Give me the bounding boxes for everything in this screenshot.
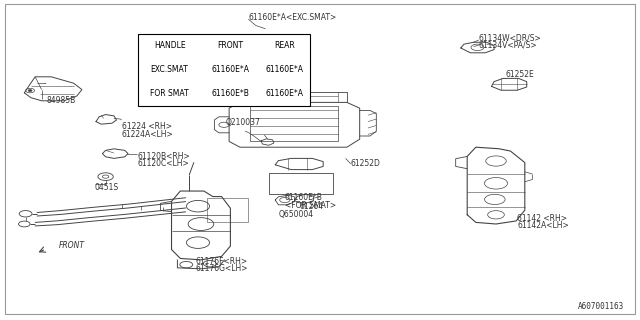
Text: 61160E*B: 61160E*B (285, 193, 323, 202)
Text: <FOR SMAT>: <FOR SMAT> (285, 201, 336, 210)
Text: 61134W<DR/S>: 61134W<DR/S> (479, 33, 541, 42)
Text: 61160E*A: 61160E*A (266, 65, 304, 74)
Text: A607001163: A607001163 (578, 302, 624, 311)
Text: FRONT: FRONT (59, 241, 85, 250)
Circle shape (28, 90, 32, 92)
Text: 61224A<LH>: 61224A<LH> (122, 130, 173, 139)
Text: 61176F<RH>: 61176F<RH> (195, 257, 247, 266)
Text: 61160E*A: 61160E*A (211, 65, 250, 74)
Text: 61142 <RH>: 61142 <RH> (517, 214, 567, 223)
Text: Q650004: Q650004 (278, 210, 314, 219)
Text: EXC.SMAT: EXC.SMAT (151, 65, 188, 74)
Text: 61134V<PA/S>: 61134V<PA/S> (479, 41, 538, 50)
Text: FOR SMAT: FOR SMAT (150, 89, 189, 98)
Text: REAR: REAR (275, 41, 295, 50)
Bar (138, 34, 310, 106)
Text: 61120C<LH>: 61120C<LH> (138, 159, 189, 168)
Text: 61160E*A<EXC.SMAT>: 61160E*A<EXC.SMAT> (248, 13, 337, 22)
Text: 61252E: 61252E (506, 70, 534, 79)
Text: 61160E*A: 61160E*A (266, 89, 304, 98)
Text: 61252D: 61252D (351, 159, 381, 168)
Text: FRONT: FRONT (218, 41, 243, 50)
Text: 0451S: 0451S (95, 183, 119, 192)
Text: 61120B<RH>: 61120B<RH> (138, 152, 190, 161)
Text: 61224 <RH>: 61224 <RH> (122, 122, 172, 131)
Text: 84985B: 84985B (46, 96, 76, 105)
Text: Q210037: Q210037 (225, 118, 260, 127)
Text: 61142A<LH>: 61142A<LH> (517, 221, 569, 230)
Text: 61160E*B: 61160E*B (211, 89, 250, 98)
Bar (269, 173, 333, 194)
Text: HANDLE: HANDLE (154, 41, 186, 50)
Text: 61176G<LH>: 61176G<LH> (195, 264, 248, 273)
Text: 61264: 61264 (300, 202, 324, 211)
